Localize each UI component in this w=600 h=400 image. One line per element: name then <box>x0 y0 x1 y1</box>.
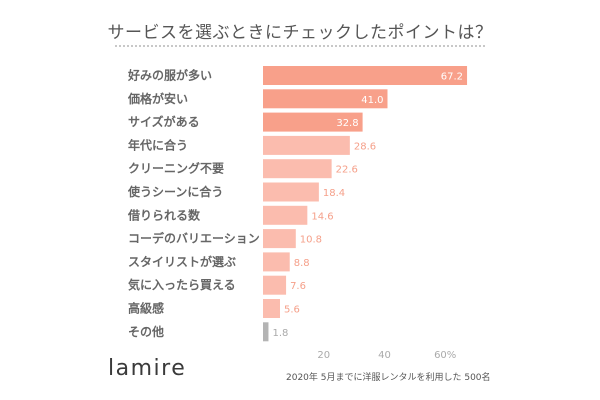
value-label: 41.0 <box>361 95 383 106</box>
category-label: サイズがある <box>128 114 200 129</box>
bar <box>263 89 388 109</box>
value-label: 28.6 <box>354 141 376 152</box>
value-label: 7.6 <box>290 281 306 292</box>
category-label: 年代に合う <box>128 137 188 152</box>
value-labels: 67.2 41.0 32.8 28.6 22.6 18.4 14.6 10.8 8.8 7.6 5.… <box>272 72 463 339</box>
chart-title: サービスを選ぶときにチェックしたポイントは？ <box>107 23 493 43</box>
value-label: 14.6 <box>311 211 333 222</box>
value-label: 5.6 <box>284 305 300 316</box>
lamire-logo: lamire <box>108 356 187 381</box>
category-label: 価格が安い <box>127 91 188 106</box>
value-label: 18.4 <box>323 188 345 199</box>
value-label: 32.8 <box>336 118 358 129</box>
bar <box>263 275 287 295</box>
value-label: 8.8 <box>294 258 310 269</box>
x-tick-label: 40 <box>378 350 391 361</box>
bar <box>263 229 296 249</box>
bar <box>263 159 332 179</box>
bar <box>263 135 350 155</box>
category-label: コーデのバリエーション <box>128 231 260 246</box>
category-label: 借りられる数 <box>127 207 201 222</box>
bar <box>263 205 308 225</box>
x-tick-label: 20 <box>317 350 330 361</box>
category-label: 気に入ったら買える <box>128 277 236 292</box>
category-label: スタイリストが選ぶ <box>128 254 236 269</box>
category-label: その他 <box>128 324 164 339</box>
value-label: 22.6 <box>336 165 358 176</box>
bar <box>263 322 269 342</box>
value-label: 10.8 <box>300 235 322 246</box>
category-label: 高級感 <box>128 301 164 316</box>
category-label: 使うシーンに合う <box>127 184 223 199</box>
bar <box>263 252 290 272</box>
bar <box>263 182 319 202</box>
category-label: 好みの服が多い <box>127 68 212 83</box>
bar <box>263 66 468 85</box>
value-label: 67.2 <box>441 72 463 83</box>
category-labels: 好みの服が多い価格が安いサイズがある年代に合うクリーニング不要使うシーンに合う借… <box>127 68 260 339</box>
survey-note: 2020年 5月までに洋服レンタルを利用した 500名 <box>286 373 491 383</box>
bar <box>263 299 281 318</box>
value-label: 1.8 <box>272 328 288 339</box>
category-label: クリーニング不要 <box>128 161 224 176</box>
bars <box>263 66 468 342</box>
x-tick-label: 60% <box>434 350 456 361</box>
bar <box>263 112 363 132</box>
x-axis-ticks: 20 40 60% <box>317 350 456 361</box>
title-underline <box>115 45 485 47</box>
